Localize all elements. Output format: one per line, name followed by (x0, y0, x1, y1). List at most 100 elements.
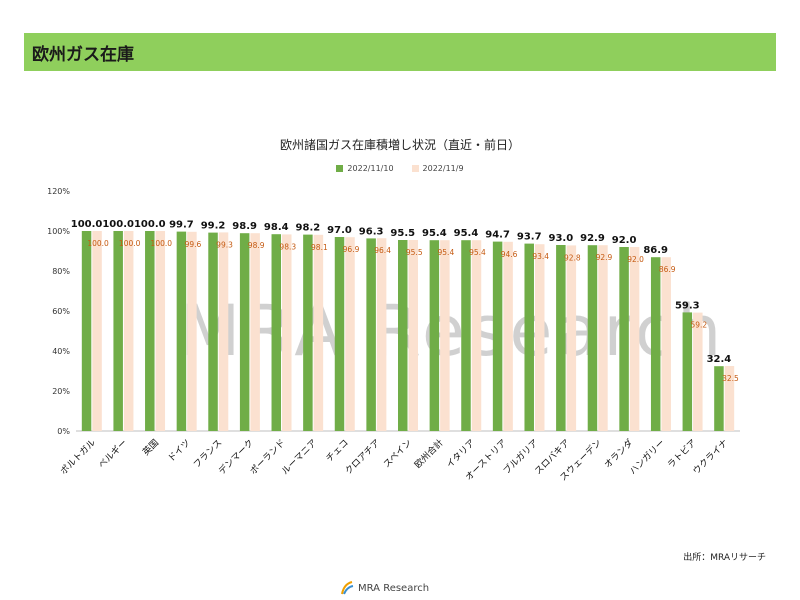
header-bar: 欧州ガス在庫 (24, 33, 776, 71)
data-label-prev: 98.1 (311, 243, 328, 252)
y-tick-label: 0% (57, 427, 70, 436)
y-tick-label: 40% (52, 347, 70, 356)
mra-logo-icon (341, 581, 354, 595)
bar-recent (398, 240, 408, 431)
bar-recent (461, 240, 471, 431)
bar-prev (187, 231, 197, 431)
bar-recent (81, 231, 92, 431)
bar-recent (429, 240, 440, 431)
bar-prev (534, 244, 545, 431)
data-label-recent: 95.4 (422, 228, 447, 239)
data-label-recent: 95.5 (390, 228, 415, 239)
footer-logo-text: MRA Research (358, 582, 430, 594)
bar-prev (724, 366, 735, 431)
bar-prev (503, 241, 513, 431)
x-tick-label: ラトビア (665, 437, 698, 470)
data-label-recent: 94.7 (485, 230, 510, 241)
data-label-recent: 32.4 (707, 354, 732, 365)
bar-recent (334, 237, 345, 431)
data-label-recent: 99.2 (201, 221, 226, 232)
bar-prev (693, 312, 703, 431)
bar-prev (598, 245, 608, 431)
bar-prev (313, 234, 324, 431)
bar-prev (250, 233, 260, 431)
bar-prev (661, 257, 671, 431)
x-tick-label: オランダ (602, 437, 636, 471)
bar-recent (650, 257, 661, 431)
footer-logo: MRA Research (340, 580, 429, 596)
data-label-prev: 32.5 (722, 374, 739, 383)
data-label-recent: 97.0 (327, 225, 352, 236)
legend-label-recent: 2022/11/10 (347, 164, 394, 173)
legend-item-prev: 2022/11/9 (411, 164, 464, 173)
page-title: 欧州ガス在庫 (32, 45, 134, 65)
data-label-prev: 93.4 (532, 252, 549, 261)
data-label-recent: 86.9 (643, 245, 668, 256)
x-tick-label: イタリア (444, 437, 477, 470)
bar-recent (113, 231, 123, 431)
bar-recent (619, 247, 629, 431)
data-label-recent: 59.3 (675, 300, 700, 311)
y-tick-label: 60% (52, 307, 70, 316)
data-label-prev: 99.3 (216, 240, 233, 249)
data-label-recent: 92.0 (612, 235, 637, 246)
bar-recent (145, 231, 155, 431)
data-label-recent: 96.3 (359, 226, 384, 237)
bar-recent (176, 231, 187, 431)
x-tick-label: スペイン (382, 438, 414, 470)
data-label-recent: 92.9 (580, 233, 605, 244)
data-label-prev: 95.5 (406, 248, 423, 257)
y-tick-label: 120% (47, 187, 70, 196)
data-label-recent: 100.0 (102, 219, 134, 230)
bar-recent (556, 245, 566, 431)
bar-prev (408, 240, 418, 431)
x-tick-label: ポルトガル (58, 437, 98, 477)
data-label-prev: 92.9 (596, 253, 613, 262)
data-label-prev: 92.8 (564, 253, 581, 262)
data-label-recent: 98.4 (264, 222, 289, 233)
bar-prev (282, 234, 292, 431)
source-note: 出所：MRAリサーチ (683, 553, 766, 563)
x-tick-label: ドイツ (167, 438, 193, 464)
data-label-prev: 100.0 (87, 239, 109, 248)
bar-prev (440, 240, 450, 431)
bar-prev (92, 231, 102, 431)
data-label-recent: 93.0 (549, 233, 574, 244)
data-label-prev: 86.9 (659, 265, 676, 274)
bar-prev (566, 245, 577, 431)
legend-item-recent: 2022/11/10 (336, 164, 394, 173)
bar-prev (155, 231, 166, 431)
data-label-prev: 94.6 (501, 250, 518, 259)
y-tick-label: 100% (47, 227, 70, 236)
bar-recent (714, 366, 724, 431)
data-label-prev: 96.9 (343, 245, 360, 254)
bar-prev (123, 231, 134, 431)
data-label-recent: 100.0 (134, 219, 166, 230)
bar-recent (239, 233, 250, 431)
bar-recent (271, 234, 282, 431)
x-tick-label: 英国 (140, 437, 161, 458)
x-tick-label: 欧州合計 (412, 437, 446, 471)
bar-recent (492, 241, 503, 431)
bar-recent (208, 232, 218, 431)
y-tick-label: 80% (52, 267, 70, 276)
bar-recent (303, 234, 313, 431)
data-label-prev: 92.0 (627, 255, 644, 264)
data-label-prev: 100.0 (119, 239, 141, 248)
data-label-prev: 96.4 (374, 246, 391, 255)
x-tick-label: ベルギー (96, 437, 129, 470)
data-label-prev: 99.6 (185, 240, 202, 249)
chart-legend: 2022/11/10 2022/11/9 (0, 164, 800, 173)
bar-prev (471, 240, 482, 431)
bar-prev (218, 232, 229, 431)
legend-swatch-recent (336, 165, 344, 172)
data-label-prev: 95.4 (469, 248, 486, 257)
bar-recent (524, 243, 534, 431)
data-label-recent: 93.7 (517, 232, 542, 243)
chart-title: 欧州諸国ガス在庫積増し状況（直近・前日） (279, 138, 520, 152)
data-label-prev: 98.3 (279, 242, 296, 251)
bar-recent (682, 312, 693, 431)
data-label-prev: 95.4 (438, 248, 455, 257)
data-label-recent: 100.0 (71, 219, 103, 230)
